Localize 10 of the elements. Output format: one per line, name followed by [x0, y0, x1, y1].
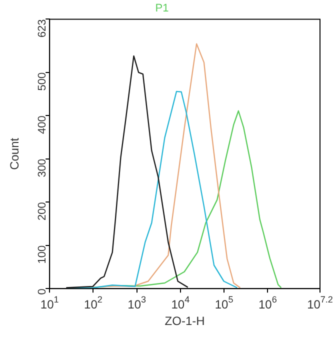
y-tick-label: 100	[36, 245, 49, 264]
y-tick-label: 400	[36, 116, 49, 134]
y-tick-label: 300	[36, 158, 49, 178]
y-tick-label: 0	[36, 288, 49, 295]
x-axis-title: ZO-1-H	[164, 314, 205, 328]
y-tick-label: 500	[36, 72, 49, 91]
y-tick-label: 200	[36, 202, 49, 220]
chart-title: P1	[155, 2, 169, 15]
y-tick-label: 623	[36, 19, 49, 38]
y-axis-title: Count	[8, 137, 22, 170]
